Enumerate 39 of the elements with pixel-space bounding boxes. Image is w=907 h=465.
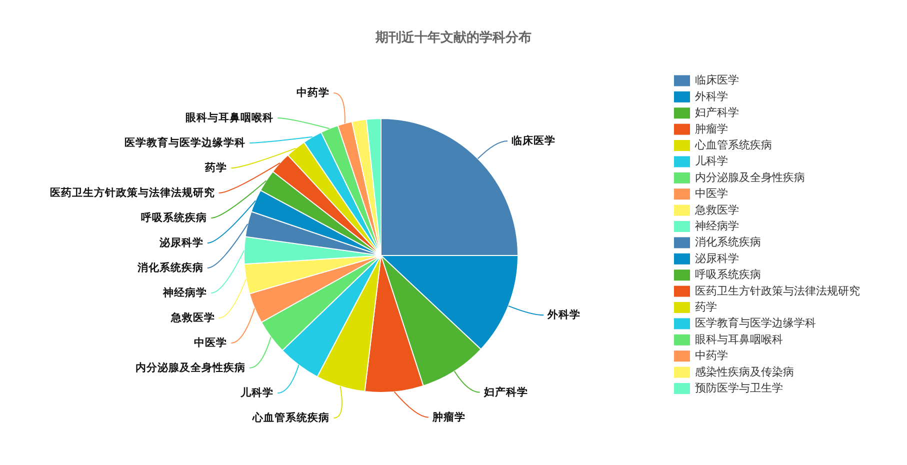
legend-label: 药学 (695, 300, 717, 314)
legend-label: 急救医学 (694, 204, 739, 216)
legend-label: 医药卫生方针政策与法律法规研究 (695, 284, 860, 298)
legend-label: 儿科学 (695, 154, 728, 168)
legend-label: 临床医学 (695, 74, 739, 87)
legend-label: 中医学 (695, 187, 728, 200)
legend-label: 眼科与耳鼻咽喉科 (695, 332, 783, 346)
legend-label: 肿瘤学 (695, 122, 728, 136)
slice-label: 呼吸系统疾病 (141, 211, 208, 224)
slice-label: 医学教育与医学边缘学科 (124, 136, 246, 149)
slice-label: 眼科与耳鼻咽喉科 (186, 111, 274, 124)
slice-label: 神经病学 (162, 286, 208, 299)
legend-label: 神经病学 (695, 220, 739, 232)
legend-label: 消化系统疾病 (695, 236, 761, 249)
legend-label: 心血管系统疾病 (694, 138, 772, 152)
legend-label: 预防医学与卫生学 (695, 382, 783, 394)
slice-label: 医药卫生方针政策与法律法规研究 (50, 186, 215, 199)
slice-label: 儿科学 (240, 386, 274, 399)
slice-label: 肿瘤学 (431, 410, 466, 424)
slice-label: 药学 (204, 161, 228, 174)
legend-label: 外科学 (695, 90, 728, 103)
slice-label: 中药学 (296, 86, 330, 99)
slice-label: 泌尿科学 (158, 236, 204, 249)
slice-label: 中医学 (194, 336, 228, 349)
slice-label: 外科学 (546, 308, 581, 322)
slice-label: 妇产科学 (482, 385, 528, 398)
legend-label: 内分泌腺及全身性疾病 (695, 170, 805, 184)
legend-label: 医学教育与医学边缘学科 (695, 316, 816, 330)
legend-label: 妇产科学 (695, 106, 739, 120)
slice-label: 心血管系统疾病 (252, 411, 330, 424)
slice-label: 急救医学 (170, 311, 215, 324)
slice-label: 内分泌腺及全身性疾病 (136, 361, 246, 374)
chart-title: 期刊近十年文献的学科分布 (374, 30, 532, 44)
slice-label: 消化系统疾病 (136, 261, 204, 274)
legend-label: 中药学 (695, 349, 728, 362)
legend-label: 呼吸系统疾病 (695, 268, 761, 282)
legend-label: 泌尿科学 (695, 252, 739, 265)
legend-label: 感染性疾病及传染病 (695, 365, 794, 378)
slice-label: 临床医学 (512, 134, 556, 147)
